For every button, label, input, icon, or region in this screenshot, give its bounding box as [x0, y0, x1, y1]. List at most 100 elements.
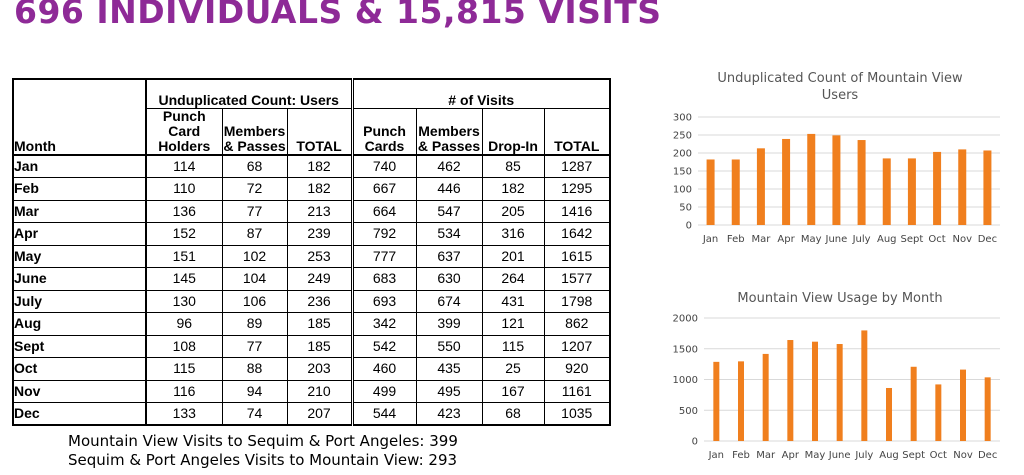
x-tick-label: June	[825, 234, 848, 245]
members-passes-cell: 88	[221, 357, 287, 380]
drop-in-cell: 115	[481, 334, 544, 358]
bar-sept	[907, 158, 916, 225]
table-row: Apr 152 87 239 792 534 316 1642	[13, 222, 610, 245]
punch-cards-cell: 460	[350, 357, 416, 380]
punch-cards-cell: 693	[350, 289, 416, 313]
y-tick-label: 0	[692, 437, 698, 448]
x-tick-label: May	[801, 234, 822, 245]
x-tick-label: Oct	[930, 450, 947, 461]
table-row: June 145 104 249 683 630 264 1577	[13, 267, 610, 290]
visits-total-cell: 1295	[543, 177, 610, 200]
table-row: May 151 102 253 777 637 201 1615	[13, 244, 610, 268]
users-bar-chart: Unduplicated Count of Mountain View Users…	[673, 71, 1000, 245]
members-passes-cell: 104	[221, 267, 287, 290]
punch-card-holders-cell: 136	[145, 199, 222, 223]
visits-total-cell: 920	[543, 357, 610, 380]
users-total-cell: 203	[286, 357, 352, 380]
table-row: Nov 116 94 210 499 495 167 1161	[13, 379, 610, 403]
punch-cards-cell: 342	[350, 312, 416, 335]
x-tick-label: Oct	[928, 234, 945, 245]
users-total-cell: 253	[286, 244, 352, 268]
header-members-passes: Members & Passes	[221, 108, 287, 156]
group-header-users: Unduplicated Count: Users	[145, 79, 352, 109]
table-row: Aug 96 89 185 342 399 121 862	[13, 312, 610, 335]
punch-cards-cell: 683	[350, 267, 416, 290]
x-tick-label: Nov	[953, 450, 973, 461]
y-tick-label: 150	[673, 167, 692, 178]
members-passes-cell: 106	[221, 289, 287, 313]
x-tick-label: Jan	[708, 450, 724, 461]
page-title: 696 INDIVIDUALS & 15,815 VISITS	[14, 0, 662, 31]
members-passes-visits-cell: 435	[415, 357, 482, 380]
members-passes-visits-cell: 495	[415, 379, 482, 403]
header-total-visits: TOTAL	[543, 108, 610, 156]
members-passes-cell: 74	[221, 402, 287, 425]
bar-june	[832, 135, 841, 225]
y-tick-label: 250	[673, 131, 692, 142]
users-total-cell: 185	[286, 334, 352, 358]
members-passes-visits-cell: 547	[415, 199, 482, 223]
drop-in-cell: 167	[481, 379, 544, 403]
month-cell: May	[13, 244, 146, 268]
punch-card-holders-cell: 151	[145, 244, 222, 268]
bar-sept	[910, 366, 917, 441]
bar-jan	[713, 361, 720, 441]
y-tick-label: 200	[673, 149, 692, 160]
drop-in-cell: 316	[481, 222, 544, 245]
visits-total-cell: 1207	[543, 334, 610, 358]
bar-feb	[738, 361, 744, 441]
punch-card-holders-cell: 115	[145, 357, 222, 380]
punch-card-holders-cell: 110	[145, 177, 222, 200]
drop-in-cell: 264	[481, 267, 544, 290]
bar-aug	[882, 158, 891, 225]
bar-dec	[983, 150, 992, 225]
drop-in-cell: 68	[481, 402, 544, 425]
x-tick-label: Mar	[751, 234, 771, 245]
x-tick-label: Jan	[702, 234, 718, 245]
punch-cards-cell: 542	[350, 334, 416, 358]
punch-cards-cell: 499	[350, 379, 416, 403]
punch-card-holders-cell: 152	[145, 222, 222, 245]
bar-dec	[984, 377, 991, 441]
x-tick-label: Sept	[901, 234, 924, 245]
header-total-users: TOTAL	[286, 108, 352, 156]
table-row: Mar 136 77 213 664 547 205 1416	[13, 199, 610, 223]
bar-june	[836, 344, 843, 441]
month-cell: Aug	[13, 312, 146, 335]
bar-mar	[762, 353, 769, 441]
members-passes-visits-cell: 446	[415, 177, 482, 200]
members-passes-cell: 68	[221, 154, 287, 178]
visits-total-cell: 1615	[543, 244, 610, 268]
drop-in-cell: 25	[481, 357, 544, 380]
visits-total-cell: 1642	[543, 222, 610, 245]
visits-total-cell: 1161	[543, 379, 610, 403]
x-tick-label: Apr	[782, 450, 800, 461]
visits-total-cell: 1035	[543, 402, 610, 425]
x-tick-label: Mar	[756, 450, 776, 461]
drop-in-cell: 85	[481, 154, 544, 178]
members-passes-visits-cell: 550	[415, 334, 482, 358]
header-punch-card-holders: Punch Card Holders	[145, 108, 222, 156]
bar-feb	[731, 159, 740, 225]
chart-title: Unduplicated Count of Mountain View	[717, 71, 963, 86]
x-tick-label: Feb	[727, 234, 745, 245]
x-tick-label: June	[828, 450, 851, 461]
x-tick-label: Apr	[777, 234, 795, 245]
table-row: Jan 114 68 182 740 462 85 1287	[13, 154, 610, 178]
table-row: Feb 110 72 182 667 446 182 1295	[13, 177, 610, 200]
header-punch-cards: Punch Cards	[350, 108, 416, 156]
month-cell: July	[13, 289, 146, 313]
bar-nov	[958, 149, 967, 225]
drop-in-cell: 121	[481, 312, 544, 335]
bar-apr	[782, 138, 791, 225]
members-passes-visits-cell: 534	[415, 222, 482, 245]
drop-in-cell: 201	[481, 244, 544, 268]
data-table: Month Unduplicated Count: Users # of Vis…	[12, 78, 611, 426]
members-passes-cell: 89	[221, 312, 287, 335]
y-tick-label: 500	[679, 406, 698, 417]
bar-july	[857, 140, 866, 225]
footnotes: Mountain View Visits to Sequim & Port An…	[68, 432, 458, 470]
punch-card-holders-cell: 96	[145, 312, 222, 335]
bar-oct	[933, 151, 942, 225]
month-cell: Dec	[13, 402, 146, 425]
